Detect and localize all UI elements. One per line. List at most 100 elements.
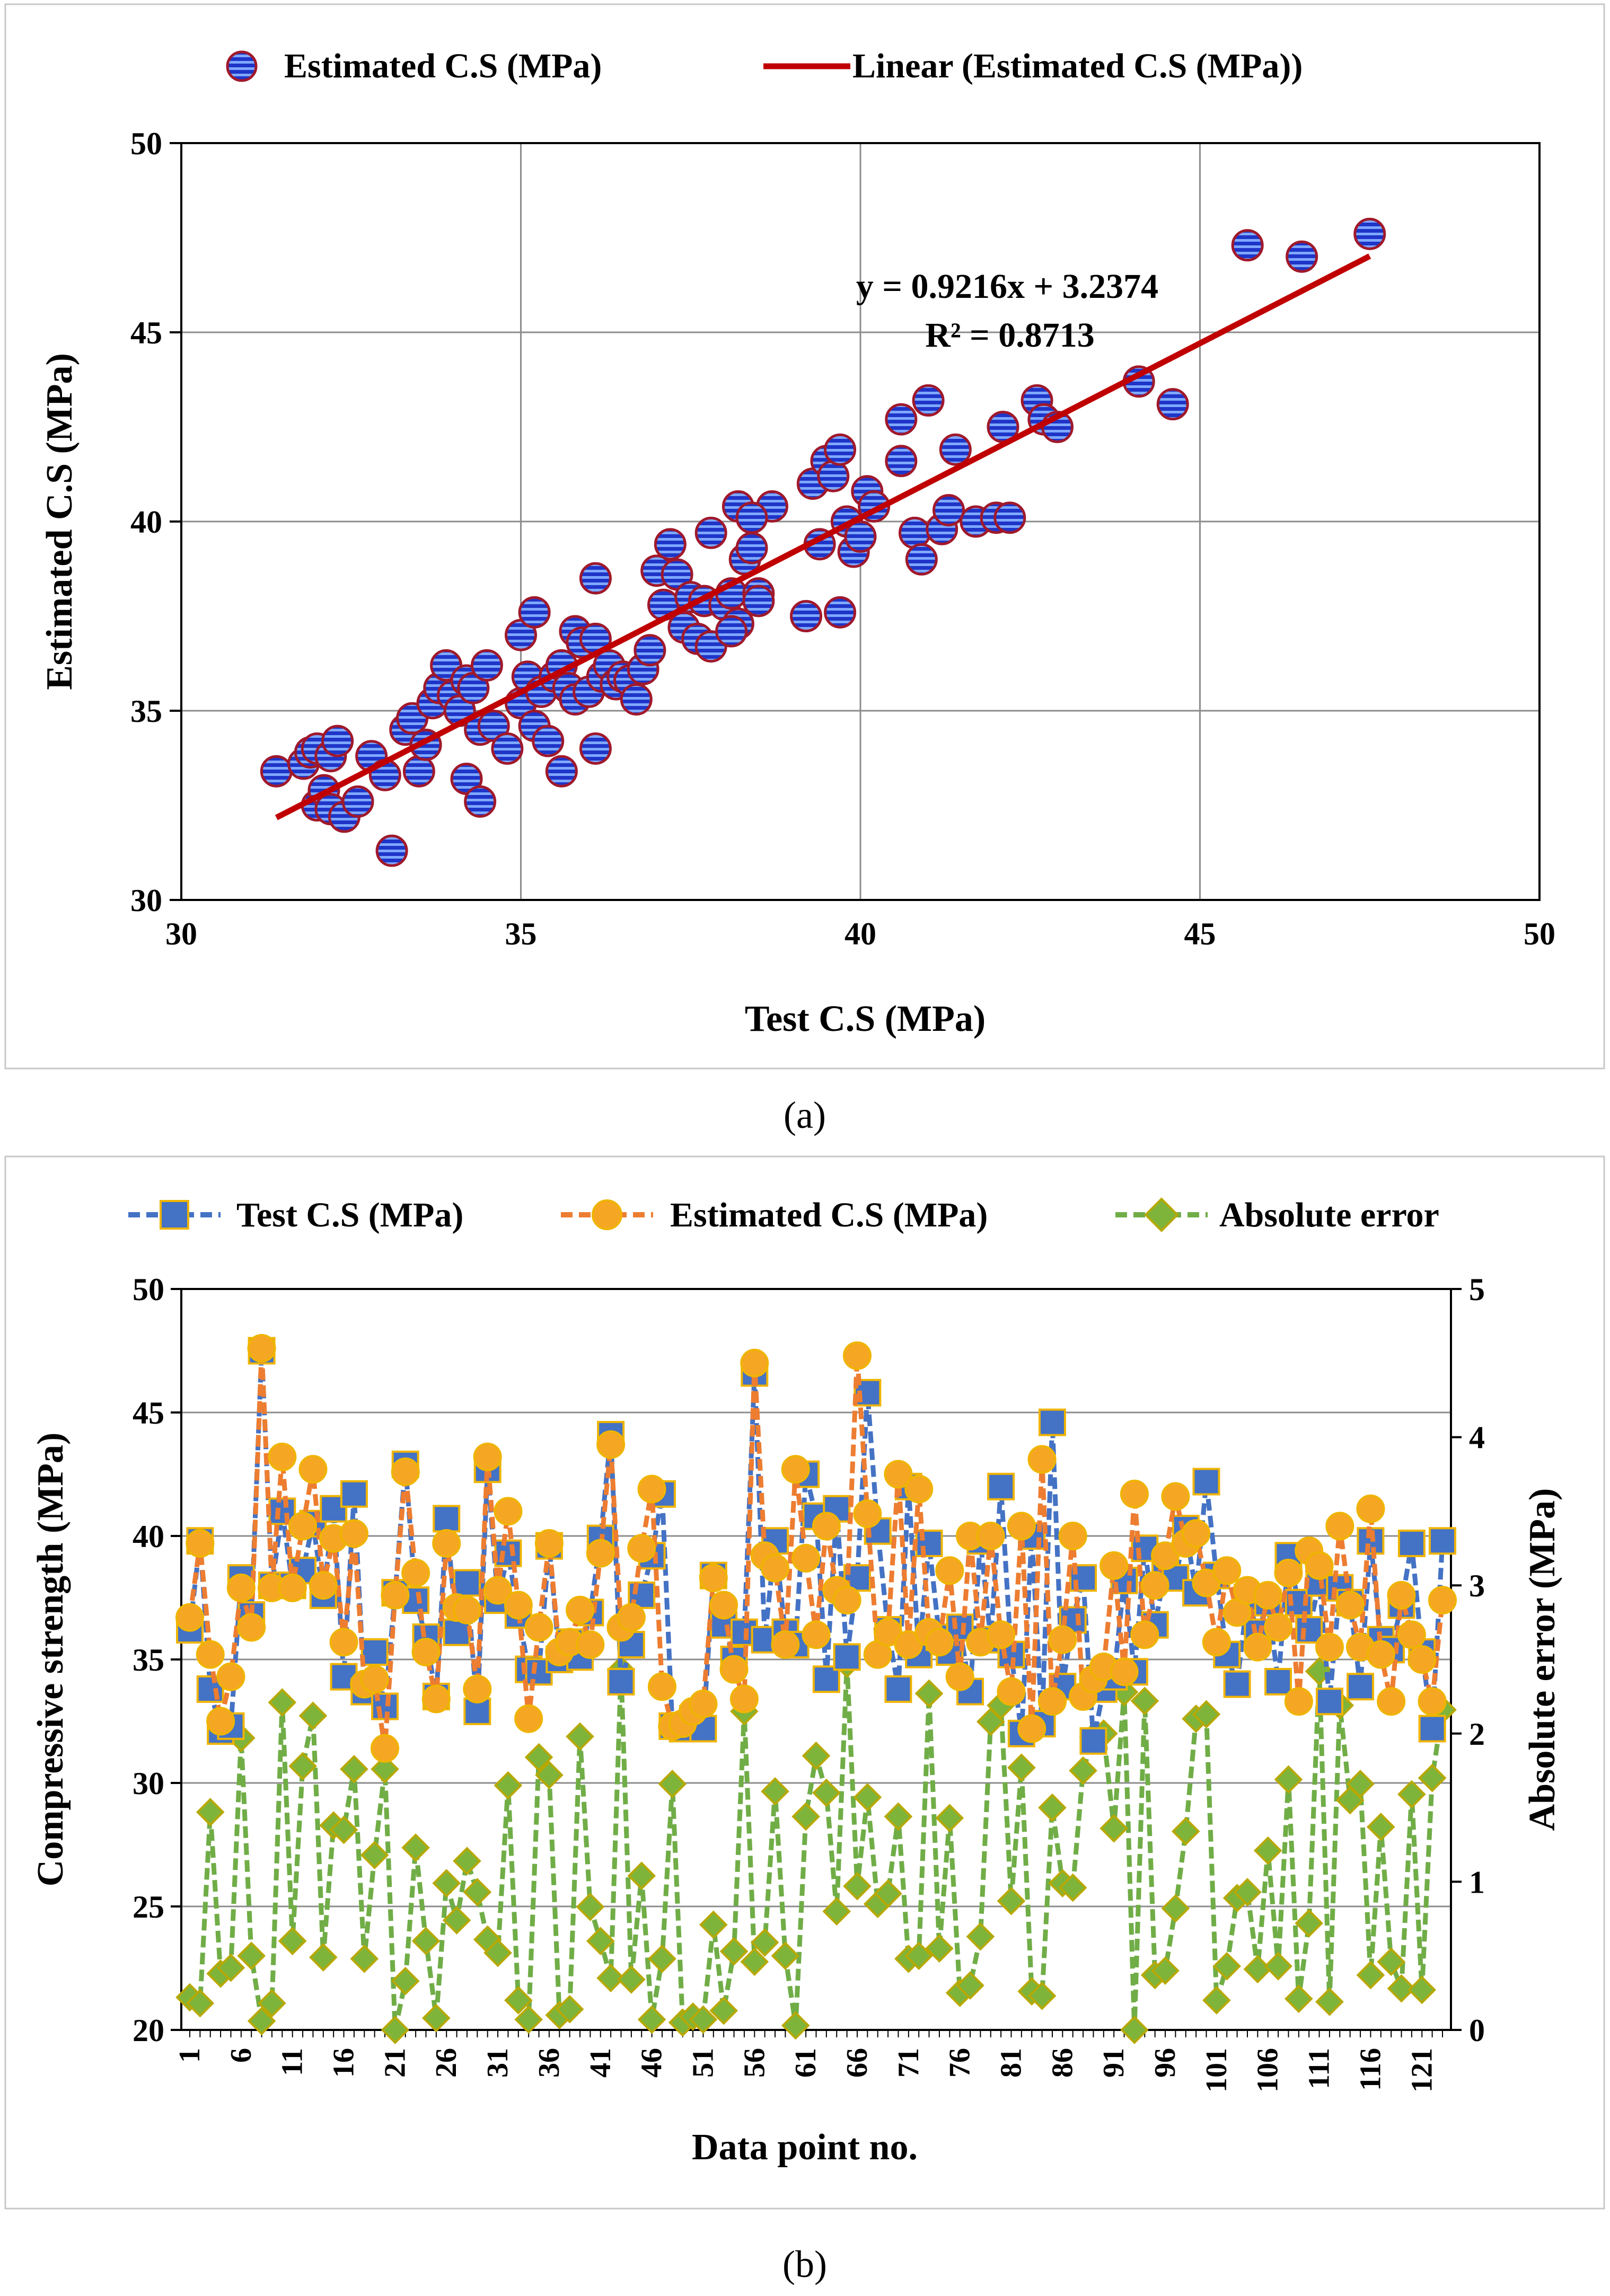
estimated-point — [1243, 1632, 1272, 1662]
estimated-point — [401, 1558, 430, 1587]
scatter-point — [817, 460, 850, 492]
estimated-point — [1397, 1620, 1426, 1649]
b-y2-tick-label: 0 — [1469, 2013, 1485, 2048]
error-point — [658, 1770, 687, 1798]
error-point — [750, 1928, 779, 1957]
scatter-point — [742, 585, 775, 617]
error-point — [381, 2016, 410, 2044]
error-point — [761, 1777, 789, 1806]
a-y-tick-label: 45 — [130, 315, 162, 350]
scatter-point — [620, 683, 653, 716]
test-point — [1223, 1670, 1251, 1698]
a-y-tick-label: 35 — [130, 694, 162, 729]
estimated-point — [709, 1591, 738, 1620]
test-point — [1295, 1616, 1323, 1644]
error-point — [1171, 1817, 1200, 1846]
estimated-point — [237, 1613, 266, 1642]
b-y-tick-label: 20 — [133, 2013, 164, 2048]
b-x-tick-label: 36 — [533, 2048, 566, 2078]
estimated-point — [925, 1628, 954, 1657]
legend-marker-estimated — [226, 50, 258, 82]
error-point — [1418, 1763, 1447, 1792]
error-point — [524, 1743, 553, 1772]
b-y-tick-label: 30 — [133, 1766, 164, 1801]
panel-b-x-axis-title: Data point no. — [692, 2127, 918, 2168]
estimated-point — [534, 1529, 564, 1558]
error-point — [288, 1752, 317, 1781]
a-x-tick-label: 45 — [1184, 916, 1216, 951]
scatter-point — [912, 384, 945, 417]
error-point — [483, 1938, 512, 1967]
scatter-point — [735, 532, 768, 564]
error-point — [196, 1798, 225, 1826]
error-point — [956, 1971, 984, 2000]
error-point — [935, 1804, 964, 1832]
a-y-tick-label: 30 — [130, 883, 162, 918]
estimated-point — [1058, 1522, 1087, 1550]
error-point — [247, 2007, 276, 2036]
error-point — [391, 1966, 420, 1995]
error-point — [411, 1927, 441, 1956]
estimated-point — [771, 1630, 800, 1659]
error-point — [966, 1922, 995, 1951]
scatter-point — [518, 596, 551, 629]
b-x-tick-label: 1 — [173, 2048, 206, 2063]
b-x-tick-label: 116 — [1354, 2048, 1387, 2091]
scatter-point — [905, 543, 938, 576]
scatter-point — [1231, 229, 1264, 262]
b-x-tick-label: 11 — [276, 2048, 309, 2076]
error-point — [1130, 1686, 1159, 1716]
b-y2-tick-label: 1 — [1469, 1865, 1485, 1900]
estimated-point — [463, 1674, 492, 1703]
error-point — [1212, 1951, 1242, 1981]
estimated-point — [1366, 1640, 1395, 1669]
b-y-tick-label: 40 — [133, 1519, 164, 1554]
panel-b-legend: Test C.S (MPa) Estimated C.S (MPa) Absol… — [128, 1196, 1439, 1234]
estimated-point — [987, 1620, 1016, 1649]
estimated-point — [617, 1603, 646, 1632]
panel-b-line-chart: Test C.S (MPa) Estimated C.S (MPa) Absol… — [4, 1155, 1605, 2210]
panel-b-plot-border — [180, 1288, 1452, 2031]
error-point — [422, 2003, 451, 2033]
legend-marker-error — [1144, 1197, 1179, 1232]
b-y-tick-label: 25 — [133, 1889, 164, 1924]
error-point — [771, 1941, 800, 1971]
scatter-point — [1286, 240, 1318, 273]
b-x-tick-label: 101 — [1200, 2048, 1233, 2092]
test-point — [1069, 1564, 1097, 1592]
error-point — [1377, 1947, 1405, 1976]
estimated-point — [791, 1543, 821, 1573]
error-point — [186, 1989, 215, 2018]
error-point — [1069, 1756, 1097, 1785]
error-point — [925, 1934, 954, 1963]
error-point — [1397, 1780, 1426, 1809]
estimated-point — [216, 1662, 245, 1691]
error-point — [555, 1995, 584, 2024]
b-x-tick-label: 41 — [584, 2048, 617, 2078]
error-point — [1192, 1700, 1221, 1729]
b-x-tick-label: 21 — [379, 2048, 411, 2078]
a-y-tick-label: 50 — [130, 126, 162, 161]
estimated-point — [1377, 1687, 1406, 1716]
error-point — [442, 1906, 471, 1935]
error-point — [791, 1802, 820, 1831]
test-point — [1192, 1468, 1220, 1496]
estimated-point — [452, 1595, 481, 1624]
b-y2-tick-label: 3 — [1469, 1568, 1485, 1603]
scatter-points — [260, 217, 1386, 867]
error-point — [740, 1947, 769, 1976]
estimated-point — [689, 1689, 718, 1718]
error-point — [1253, 1836, 1282, 1865]
panel-a-legend: Estimated C.S (MPa) Linear (Estimated C.… — [226, 47, 1303, 85]
estimated-point — [268, 1442, 297, 1471]
error-point — [1161, 1894, 1190, 1923]
legend-label-test: Test C.S (MPa) — [236, 1196, 463, 1234]
scatter-point — [654, 528, 687, 561]
estimated-point — [1202, 1628, 1231, 1657]
estimated-point — [432, 1529, 461, 1558]
estimated-point — [473, 1442, 502, 1471]
estimated-point — [1305, 1551, 1334, 1580]
test-point — [453, 1569, 481, 1597]
